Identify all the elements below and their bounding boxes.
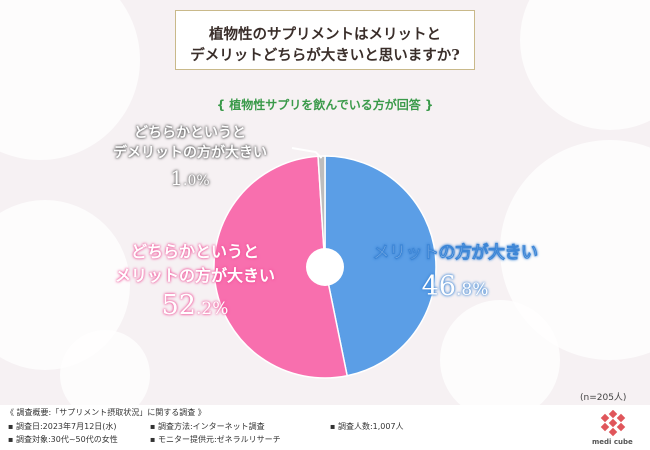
footer-date: ▪ 調査日:2023年7月12日(水)	[8, 422, 117, 431]
label-somewhat-merit-value-decimal: .2%	[195, 299, 229, 319]
footer-target: ▪ 調査対象:30代~50代の女性	[8, 435, 118, 444]
label-somewhat-merit-value-main: 52	[161, 290, 196, 321]
label-merit-value-decimal: .8%	[455, 280, 489, 300]
label-somewhat-demerit-line-2: デメリットの方が大きい	[113, 145, 267, 161]
footer-count: ▪ 調査人数:1,007人	[330, 422, 404, 431]
question-title-line-2: デメリットどちらが大きいと思いますか?	[190, 47, 460, 64]
survey-footer: 《 調査概要:「サプリメント摂取状況」に関する調査 》 ▪ 調査日:2023年7…	[0, 405, 650, 450]
question-title-line-1: 植物性のサプリメントはメリットと	[209, 26, 441, 43]
label-somewhat-demerit-value-decimal: .0%	[183, 173, 210, 189]
label-somewhat-demerit-value-main: 1	[170, 166, 184, 190]
label-somewhat-merit: どちらかというと メリットの方が大きい 52.2%	[70, 238, 320, 321]
label-somewhat-merit-line-2: メリットの方が大きい	[114, 266, 275, 285]
label-merit-name: メリットの方が大きい	[372, 243, 538, 264]
question-title-box: 植物性のサプリメントはメリットと デメリットどちらが大きいと思いますか?	[175, 10, 475, 70]
label-somewhat-merit-value: 52.2%	[70, 290, 320, 321]
respondent-subtitle: { 植物性サプリを飲んでいる方が回答 }	[216, 98, 434, 112]
slice-somewhat-demerit	[317, 155, 326, 268]
label-merit: メリットの方が大きい 46.8%	[340, 238, 570, 302]
logo-text: medi cube	[592, 438, 633, 446]
decor-bubble	[440, 300, 560, 420]
slice-merit	[324, 155, 437, 377]
label-merit-value-main: 46	[421, 271, 456, 302]
footer-monitor: ▪ モニター提供元:ゼネラルリサーチ	[150, 435, 281, 444]
leader-line	[291, 147, 323, 159]
label-somewhat-demerit-value: 1.0%	[90, 166, 290, 190]
slice-somewhat-merit	[213, 155, 349, 379]
footer-method: ▪ 調査方法:インターネット調査	[150, 422, 265, 431]
label-somewhat-demerit: どちらかというと デメリットの方が大きい 1.0%	[90, 122, 290, 190]
pie-center-hole	[306, 248, 344, 286]
label-somewhat-demerit-line-1: どちらかというと	[134, 125, 246, 141]
label-merit-value: 46.8%	[340, 271, 570, 302]
medicube-logo-icon	[600, 410, 626, 437]
footer-overview: 《 調査概要:「サプリメント摂取状況」に関する調査 》	[6, 408, 206, 417]
label-somewhat-merit-line-1: どちらかというと	[130, 242, 259, 261]
sample-size: (n=205人)	[580, 393, 627, 403]
